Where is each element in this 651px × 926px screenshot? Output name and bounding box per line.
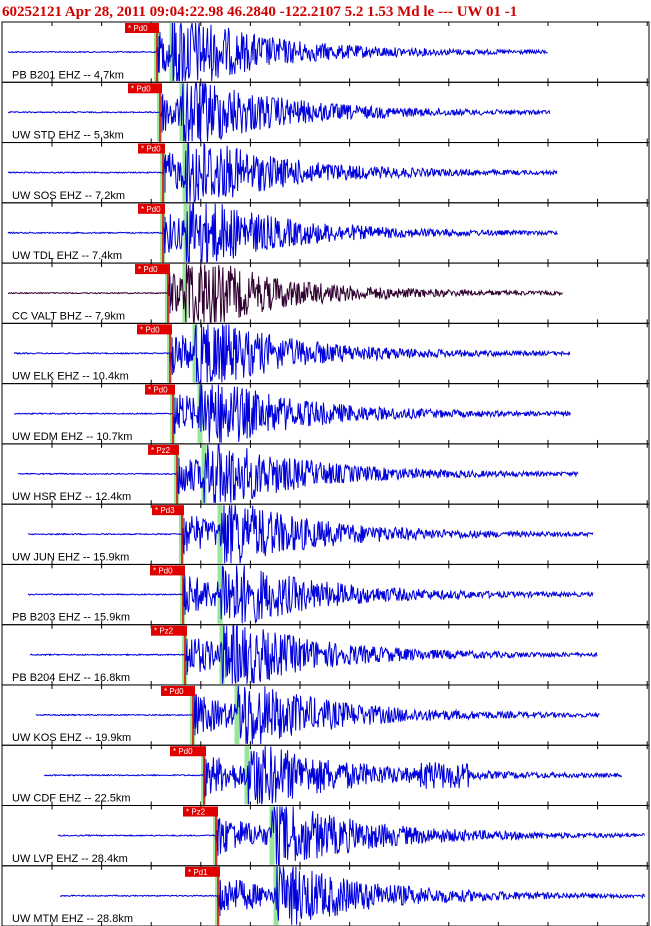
pick-tag xyxy=(138,143,165,154)
pick-label: * Pd1 xyxy=(188,868,208,877)
waveform xyxy=(7,264,563,323)
waveform xyxy=(57,806,646,865)
pick-label: * Pd3 xyxy=(155,506,175,515)
pick-label: * Pd0 xyxy=(140,325,160,334)
pick-tag xyxy=(125,23,159,33)
station-label: UW HSR EHZ -- 12.4km xyxy=(12,491,131,503)
station-label: UW CDF EHZ -- 22.5km xyxy=(12,793,131,805)
waveform xyxy=(7,22,548,82)
station-label: UW ELK EHZ -- 10.4km xyxy=(12,371,129,383)
waveform xyxy=(13,384,571,443)
waveform xyxy=(13,324,571,383)
waveform xyxy=(29,624,598,684)
pick-label: * Pd0 xyxy=(131,84,151,93)
station-label: UW STD EHZ -- 5.3km xyxy=(12,130,124,142)
pick-tag xyxy=(138,203,165,214)
pick-tag xyxy=(145,384,175,395)
waveform xyxy=(7,203,558,263)
waveform xyxy=(17,444,579,503)
pick-tag xyxy=(170,746,206,757)
waveform xyxy=(59,866,645,925)
station-label: UW JUN EHZ -- 15.9km xyxy=(12,551,129,563)
pick-tag xyxy=(137,324,172,335)
pick-label: * Pd0 xyxy=(141,145,161,154)
station-label: UW TDL EHZ -- 7.4km xyxy=(12,250,122,262)
station-label: PB B201 EHZ -- 4.7km xyxy=(12,69,124,81)
pick-tag xyxy=(161,685,195,696)
s-window xyxy=(197,384,203,443)
pick-tag xyxy=(183,806,218,817)
pick-label: * Pd0 xyxy=(141,205,161,214)
station-label: UW MTM EHZ -- 28.8km xyxy=(12,913,133,925)
pick-label: * Pz2 xyxy=(186,808,206,817)
waveform xyxy=(7,141,558,202)
pick-tag xyxy=(185,866,220,877)
pick-tag xyxy=(128,83,162,94)
station-label: PB B204 EHZ -- 16.8km xyxy=(12,672,130,684)
pick-label: * Pz2 xyxy=(154,627,174,636)
pick-label: * Pd0 xyxy=(164,687,184,696)
station-label: UW EDM EHZ -- 10.7km xyxy=(12,431,132,443)
station-label: UW KOS EHZ -- 19.9km xyxy=(12,732,131,744)
pick-label: * Pd0 xyxy=(138,265,158,274)
pick-label: * Pd0 xyxy=(153,566,173,575)
station-label: UW LVP EHZ -- 28.4km xyxy=(12,853,128,865)
waveform xyxy=(27,565,594,624)
pick-label: * Pd0 xyxy=(148,386,168,395)
pick-tag xyxy=(135,264,170,275)
station-label: PB B203 EHZ -- 15.9km xyxy=(12,612,130,624)
waveform xyxy=(27,505,594,564)
pick-tag xyxy=(148,444,179,455)
waveform xyxy=(35,685,600,745)
panel xyxy=(1,865,650,926)
waveform xyxy=(7,82,551,143)
pick-label: * Pz2 xyxy=(151,446,171,455)
station-label: CC VALT BHZ -- 7.9km xyxy=(12,310,125,322)
event-header: 60252121 Apr 28, 2011 09:04:22.98 46.284… xyxy=(2,4,517,20)
pick-label: * Pd0 xyxy=(128,24,148,33)
pick-tag xyxy=(150,565,185,576)
s-window xyxy=(269,806,275,865)
pick-tag xyxy=(152,505,184,516)
station-label: UW SOS EHZ -- 7.2km xyxy=(12,190,125,202)
pick-label: * Pd0 xyxy=(173,747,193,756)
s-window xyxy=(201,444,207,504)
s-window xyxy=(234,685,240,745)
pick-tag xyxy=(151,625,187,636)
waveform xyxy=(43,746,622,805)
s-window xyxy=(192,324,198,383)
